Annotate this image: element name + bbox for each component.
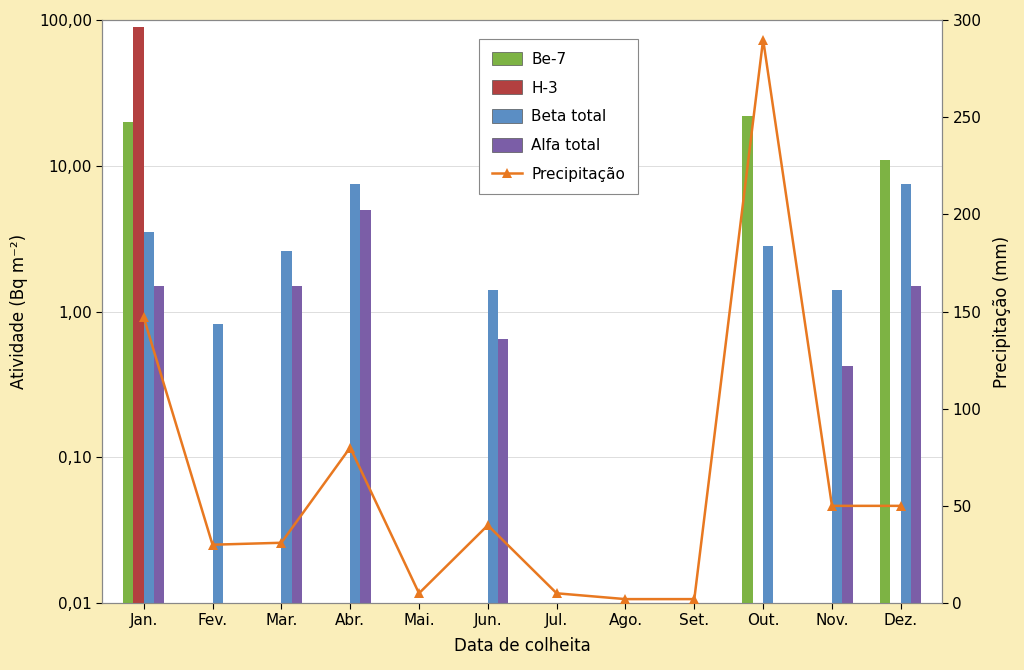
Bar [143,232,154,670]
Y-axis label: Atividade (Bq m⁻²): Atividade (Bq m⁻²) [10,234,28,389]
Precipitação [825,502,838,510]
Bar [742,116,753,670]
Line: Precipitação: Precipitação [139,35,905,604]
Bar [498,339,509,670]
Bar [282,251,292,670]
Bar [350,184,360,670]
Bar [154,286,164,670]
Precipitação [551,590,563,598]
X-axis label: Data de colheita: Data de colheita [454,636,591,655]
Bar [133,27,143,670]
Bar [487,290,498,670]
Legend: Be-7, H-3, Beta total, Alfa total, Precipitação: Be-7, H-3, Beta total, Alfa total, Preci… [479,40,638,194]
Bar [911,286,922,670]
Precipitação [757,36,769,44]
Bar [123,122,133,670]
Bar [360,210,371,670]
Precipitação [481,521,494,529]
Precipitação [620,595,632,603]
Precipitação [137,314,150,322]
Precipitação [413,590,425,598]
Precipitação [895,502,907,510]
Bar [901,184,911,670]
Precipitação [344,444,356,452]
Bar [292,286,302,670]
Precipitação [688,595,700,603]
Bar [831,290,843,670]
Y-axis label: Precipitação (mm): Precipitação (mm) [992,235,1011,388]
Bar [843,366,853,670]
Precipitação [275,539,288,547]
Precipitação [207,541,219,549]
Bar [213,324,223,670]
Bar [881,159,891,670]
Bar [763,247,773,670]
